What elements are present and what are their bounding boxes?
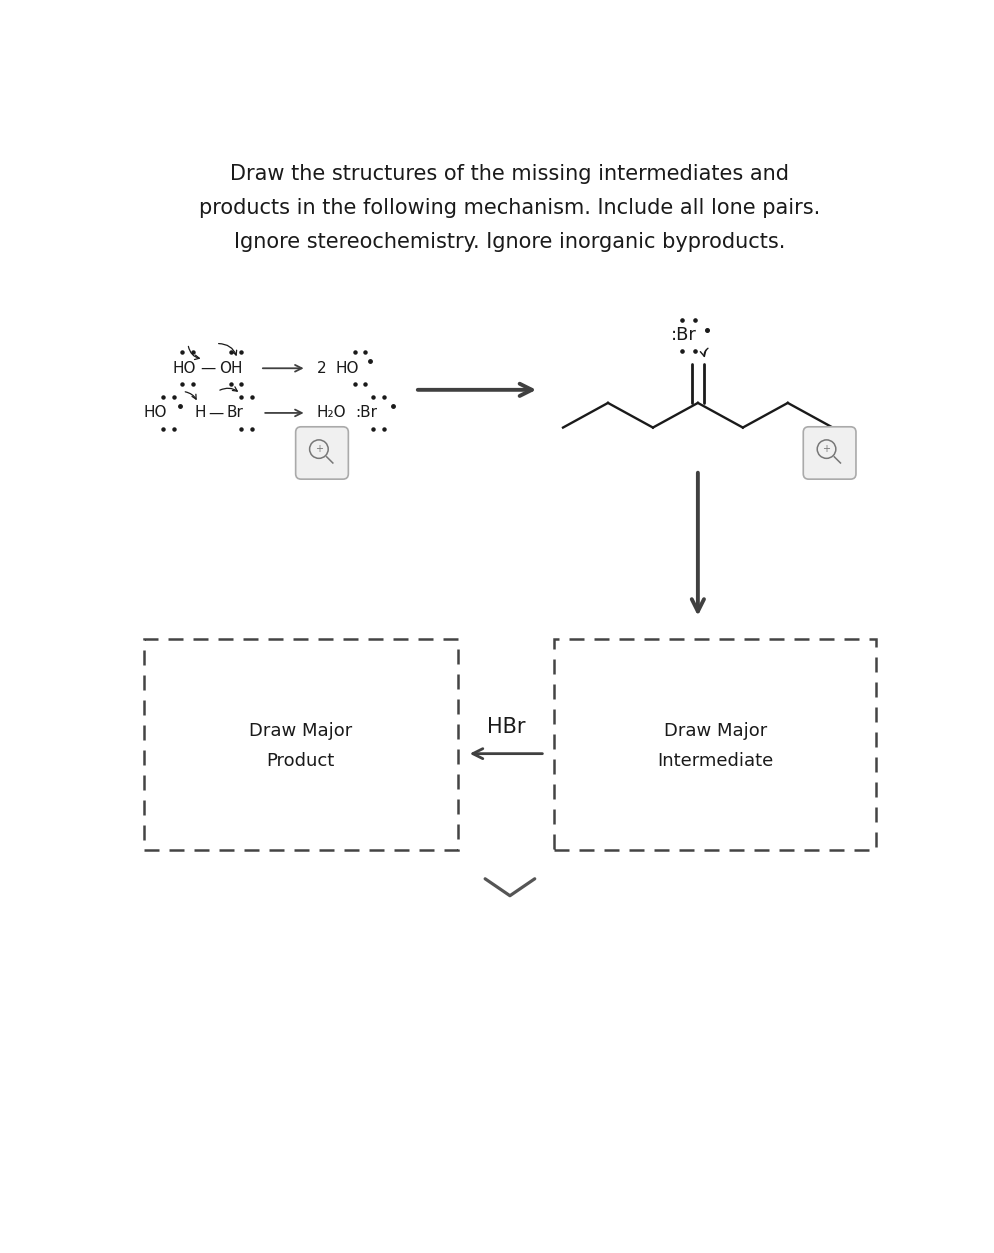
Text: HBr: HBr (486, 718, 525, 738)
Text: +: + (314, 444, 323, 454)
Text: H: H (194, 406, 206, 421)
Text: products in the following mechanism. Include all lone pairs.: products in the following mechanism. Inc… (199, 198, 820, 218)
Text: 2: 2 (316, 361, 326, 376)
Text: —: — (200, 361, 216, 376)
Text: Br: Br (227, 406, 244, 421)
Text: Ignore stereochemistry. Ignore inorganic byproducts.: Ignore stereochemistry. Ignore inorganic… (234, 232, 785, 252)
FancyBboxPatch shape (295, 427, 348, 479)
Text: —: — (208, 406, 223, 421)
Text: :Br: :Br (355, 406, 377, 421)
Text: HO: HO (172, 361, 196, 376)
Text: Draw Major: Draw Major (663, 722, 766, 739)
Text: Intermediate: Intermediate (656, 752, 772, 771)
Text: HO: HO (143, 406, 167, 421)
Text: H₂O: H₂O (316, 406, 346, 421)
Text: HO: HO (335, 361, 358, 376)
Text: Product: Product (266, 752, 334, 771)
Text: OH: OH (219, 361, 243, 376)
Text: Draw Major: Draw Major (248, 722, 352, 739)
Text: :Br: :Br (670, 326, 696, 345)
Text: +: + (822, 444, 830, 454)
FancyBboxPatch shape (802, 427, 855, 479)
FancyBboxPatch shape (554, 639, 876, 850)
FancyBboxPatch shape (143, 639, 457, 850)
Text: Draw the structures of the missing intermediates and: Draw the structures of the missing inter… (231, 164, 788, 184)
